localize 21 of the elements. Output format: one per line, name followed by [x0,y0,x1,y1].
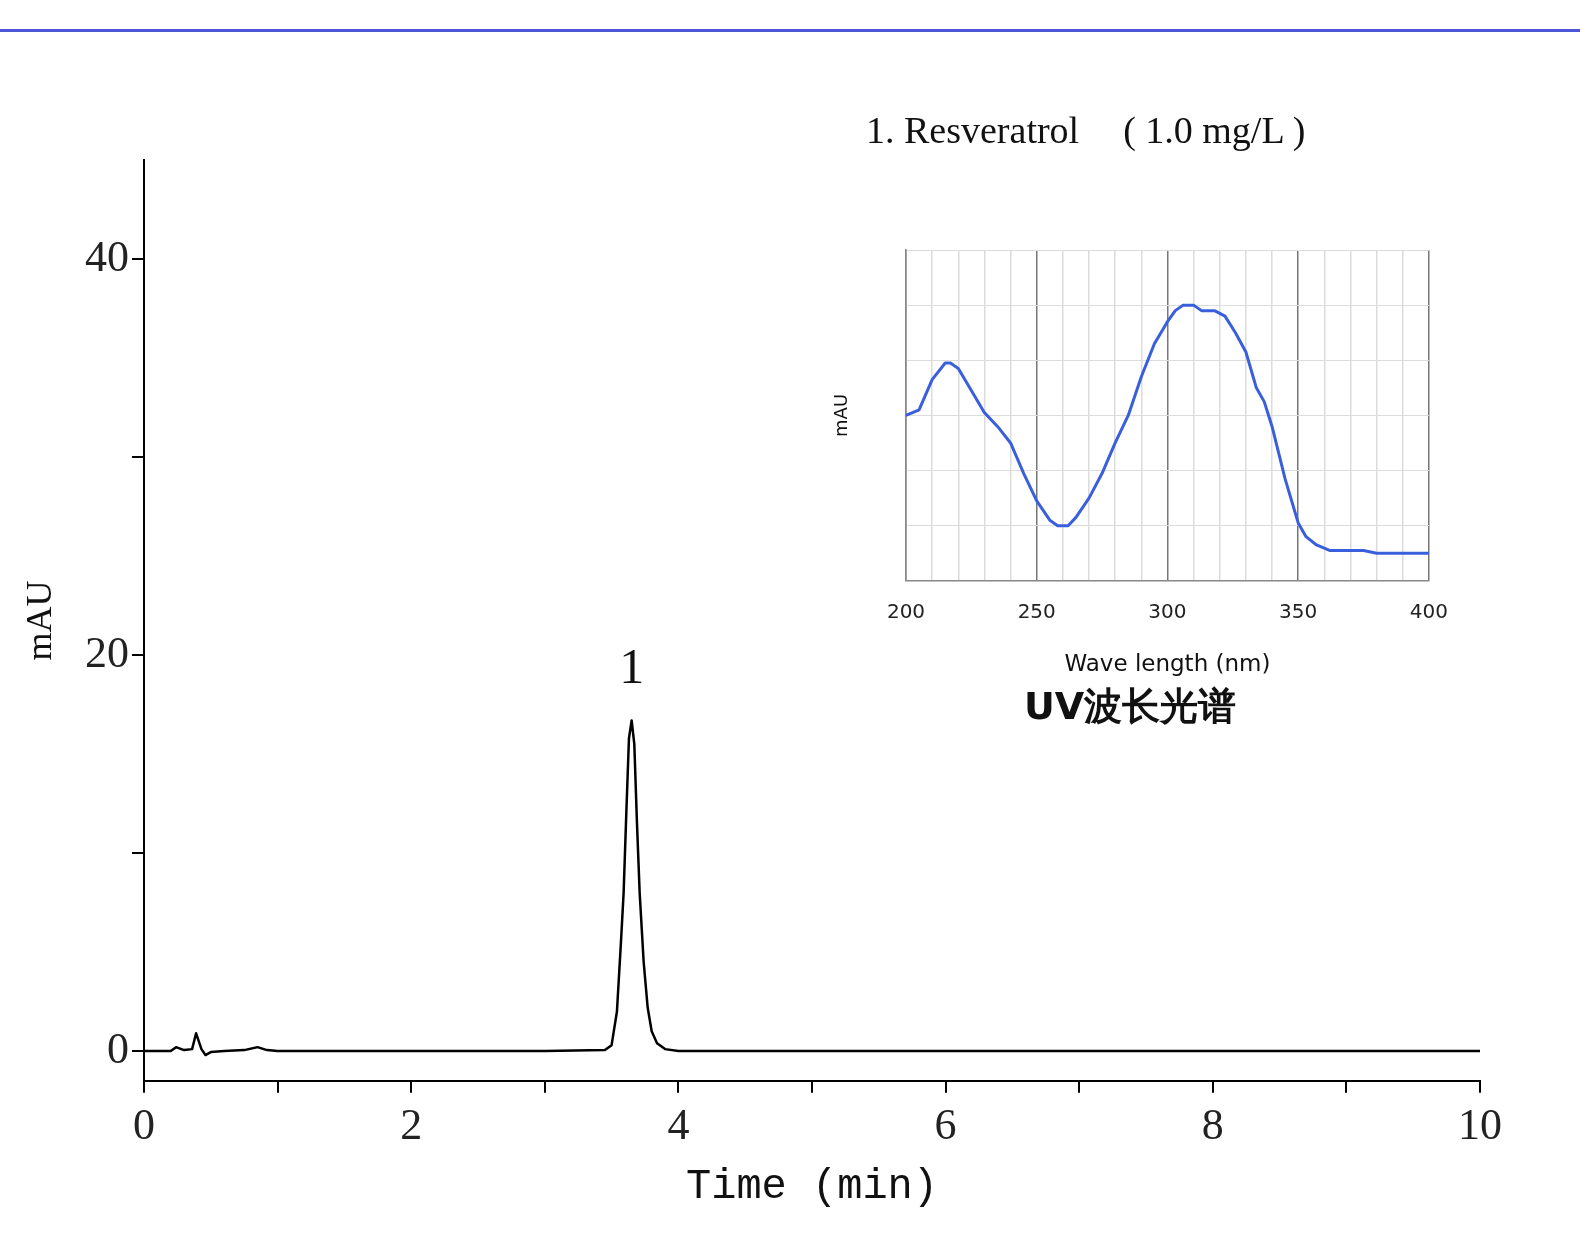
x-tick-label: 10 [1458,1099,1502,1149]
x-tick-label: 4 [667,1099,690,1149]
y-tick-label: 40 [85,231,129,281]
x-tick-label: 300 [1148,599,1187,623]
y-tick-label: 20 [85,627,129,677]
x-tick-label: 250 [1017,599,1056,623]
x-axis-title: Time (min) [685,1162,939,1211]
y-tick-label: 0 [107,1023,129,1073]
annotation: 1 [619,637,645,694]
x-tick-label: 8 [1201,1099,1224,1149]
x-tick-label: 6 [934,1099,957,1149]
text: UV波长光谱 [1023,684,1237,729]
x-axis-title: Wave length (nm) [1064,649,1271,676]
y-axis-title: mAU [830,393,852,437]
x-tick-label: 400 [1409,599,1449,623]
chart-title: 1. Resveratrol [866,109,1080,151]
x-tick-label: 350 [1279,599,1318,623]
x-tick-label: 200 [886,599,926,623]
x-tick-label: 2 [400,1099,423,1149]
y-axis-title: mAU [19,580,60,661]
chart-subtitle: ( 1.0 mg/L ) [1123,109,1306,151]
